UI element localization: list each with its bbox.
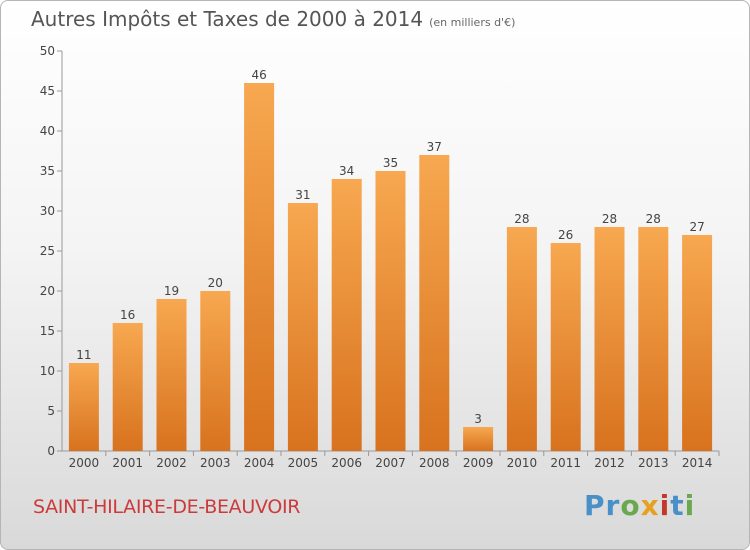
x-tick-label: 2000 bbox=[69, 456, 100, 470]
bar-value-label: 20 bbox=[208, 276, 223, 290]
title-text: Autres Impôts et Taxes de 2000 à 2014 bbox=[31, 7, 424, 31]
bar-2003 bbox=[200, 291, 231, 451]
y-tick-label: 10 bbox=[40, 364, 55, 378]
bar-value-label: 28 bbox=[646, 212, 661, 226]
logo-letter: i bbox=[659, 489, 671, 522]
x-tick-label: 2014 bbox=[682, 456, 713, 470]
x-tick-label: 2010 bbox=[507, 456, 538, 470]
x-tick-label: 2004 bbox=[244, 456, 275, 470]
bar-value-label: 16 bbox=[120, 308, 135, 322]
y-tick-label: 35 bbox=[40, 164, 55, 178]
y-tick-label: 50 bbox=[40, 44, 55, 58]
title-unit: (en milliers d'€) bbox=[429, 16, 516, 29]
bar-2002 bbox=[156, 299, 187, 451]
logo-letter: r bbox=[605, 489, 621, 522]
bar-2001 bbox=[112, 323, 143, 451]
bar-2004 bbox=[244, 83, 275, 451]
bar-2006 bbox=[331, 179, 362, 451]
y-tick-label: 5 bbox=[47, 404, 55, 418]
bar-value-label: 28 bbox=[514, 212, 529, 226]
bar-value-label: 37 bbox=[427, 140, 442, 154]
x-tick-label: 2002 bbox=[156, 456, 187, 470]
bar-2009 bbox=[463, 427, 494, 451]
y-tick-label: 20 bbox=[40, 284, 55, 298]
x-tick-label: 2009 bbox=[463, 456, 494, 470]
bar-2014 bbox=[682, 235, 713, 451]
bar-value-label: 28 bbox=[602, 212, 617, 226]
x-tick-label: 2012 bbox=[594, 456, 625, 470]
logo-letter: o bbox=[620, 489, 641, 522]
bar-value-label: 31 bbox=[295, 188, 310, 202]
bar-2007 bbox=[375, 171, 406, 451]
y-tick-label: 25 bbox=[40, 244, 55, 258]
x-tick-label: 2007 bbox=[375, 456, 406, 470]
y-tick-label: 40 bbox=[40, 124, 55, 138]
bar-2005 bbox=[287, 203, 318, 451]
x-tick-label: 2001 bbox=[112, 456, 143, 470]
x-tick-label: 2008 bbox=[419, 456, 450, 470]
y-tick-label: 0 bbox=[47, 444, 55, 458]
y-tick-label: 15 bbox=[40, 324, 55, 338]
bar-value-label: 11 bbox=[76, 348, 91, 362]
bar-2013 bbox=[638, 227, 669, 451]
bar-value-label: 3 bbox=[474, 412, 482, 426]
bar-value-label: 26 bbox=[558, 228, 573, 242]
x-tick-label: 2011 bbox=[550, 456, 581, 470]
bar-2010 bbox=[506, 227, 537, 451]
x-tick-label: 2006 bbox=[331, 456, 362, 470]
bar-2008 bbox=[419, 155, 450, 451]
y-tick-label: 45 bbox=[40, 84, 55, 98]
logo-letter: P bbox=[584, 489, 606, 522]
x-tick-label: 2005 bbox=[288, 456, 319, 470]
bar-2012 bbox=[594, 227, 625, 451]
bar-value-label: 46 bbox=[251, 68, 266, 82]
bar-value-label: 27 bbox=[689, 220, 704, 234]
bar-value-label: 19 bbox=[164, 284, 179, 298]
bar-value-label: 34 bbox=[339, 164, 354, 178]
chart-title: Autres Impôts et Taxes de 2000 à 2014 (en… bbox=[31, 7, 515, 31]
logo-letter: t bbox=[670, 489, 685, 522]
logo-letter: i bbox=[684, 489, 696, 522]
proxiti-logo: Proxiti bbox=[584, 489, 695, 522]
bar-2011 bbox=[550, 243, 581, 451]
y-tick-label: 30 bbox=[40, 204, 55, 218]
logo-letter: x bbox=[640, 489, 660, 522]
commune-name: SAINT-HILAIRE-DE-BEAUVOIR bbox=[33, 496, 301, 518]
bar-value-label: 35 bbox=[383, 156, 398, 170]
x-tick-label: 2003 bbox=[200, 456, 231, 470]
x-tick-label: 2013 bbox=[638, 456, 669, 470]
bar-2000 bbox=[68, 363, 99, 451]
